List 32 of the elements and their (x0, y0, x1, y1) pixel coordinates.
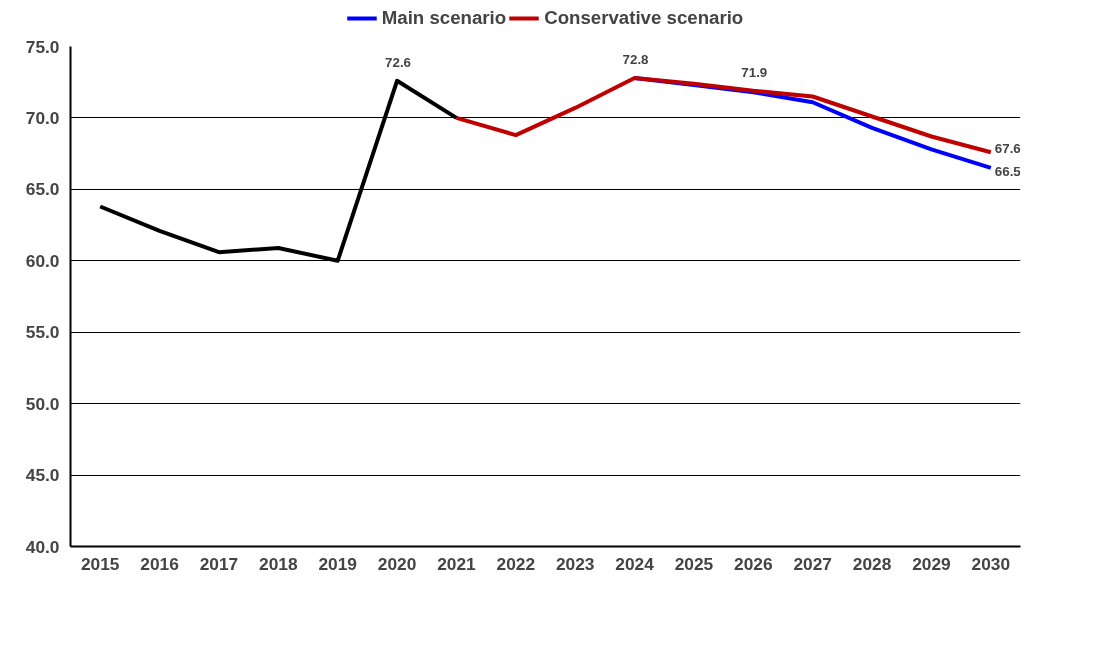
x-tick-label: 2024 (615, 553, 655, 574)
x-tick-label: 2030 (971, 553, 1011, 574)
x-tick-label: 2020 (377, 553, 417, 574)
y-tick-label: 75.0 (25, 36, 60, 57)
x-tick-label: 2016 (140, 553, 180, 574)
x-tick-label: 2022 (496, 553, 536, 574)
line-series (454, 75, 993, 155)
y-tick-label: 65.0 (25, 179, 60, 200)
x-tick-label: 2028 (852, 553, 892, 574)
data-label: 72.6 (385, 55, 412, 71)
x-tick-label: 2023 (555, 553, 595, 574)
data-label: 71.9 (741, 65, 768, 81)
legend-label: Main scenario (381, 7, 507, 29)
y-tick-label: 60.0 (25, 250, 60, 271)
x-tick-label: 2025 (674, 553, 714, 574)
x-tick-label: 2015 (80, 553, 120, 574)
y-tick-label: 70.0 (25, 107, 60, 128)
y-tick-label: 50.0 (25, 393, 60, 414)
x-tick-label: 2027 (793, 553, 832, 574)
x-tick-label: 2019 (318, 553, 357, 574)
x-tick-label: 2017 (199, 553, 239, 574)
x-tick-label: 2026 (734, 553, 773, 574)
data-label: 72.8 (622, 52, 649, 68)
legend-label: Conservative scenario (544, 7, 744, 29)
x-tick-label: 2029 (912, 553, 951, 574)
x-tick-label: 2018 (259, 553, 298, 574)
data-label: 66.5 (994, 164, 1022, 180)
x-tick-label: 2021 (437, 553, 477, 574)
data-label: 67.6 (994, 140, 1021, 156)
y-tick-label: 45.0 (25, 465, 60, 486)
y-tick-label: 55.0 (25, 322, 60, 343)
y-tick-label: 40.0 (25, 536, 60, 557)
